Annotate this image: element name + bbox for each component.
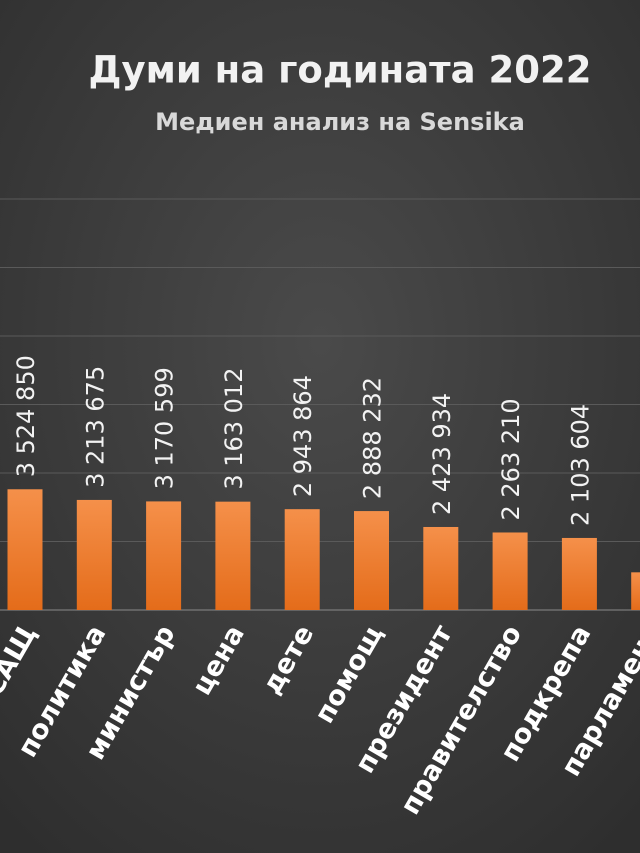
- bar: [561, 537, 597, 610]
- bar: [492, 532, 528, 610]
- value-label: 3 170 599: [151, 367, 179, 489]
- chart-subtitle: Медиен анализ на Sensika: [155, 108, 525, 136]
- bar: [146, 501, 182, 610]
- value-label: 2 423 934: [428, 393, 456, 515]
- value-label: 3 213 675: [81, 366, 109, 488]
- bar: [631, 572, 640, 610]
- value-label: 2 888 232: [359, 377, 387, 499]
- chart-title: Думи на годината 2022: [89, 49, 592, 92]
- value-label: 3 163 012: [220, 368, 248, 490]
- value-label: 2 103 604: [566, 404, 594, 526]
- bar: [423, 526, 459, 610]
- bar: [7, 489, 43, 610]
- value-label: 2 263 210: [497, 398, 525, 520]
- value-label: 3 524 850: [12, 355, 40, 477]
- bar: [215, 501, 251, 610]
- bar: [284, 509, 320, 610]
- bar: [354, 511, 389, 610]
- bar: [76, 499, 112, 610]
- value-label: 2 943 864: [289, 375, 317, 497]
